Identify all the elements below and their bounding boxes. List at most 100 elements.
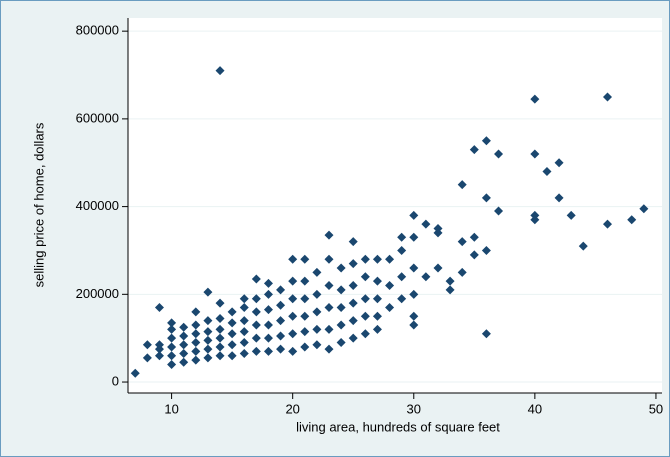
point [409, 232, 419, 242]
x-tick-label: 30 [407, 401, 421, 416]
point [227, 318, 237, 328]
point [385, 254, 395, 264]
x-tick-label: 20 [285, 401, 299, 416]
point [239, 327, 249, 337]
point [130, 368, 140, 378]
point [191, 307, 201, 317]
point [566, 210, 576, 220]
point [433, 224, 443, 234]
point [203, 344, 213, 354]
point [603, 92, 613, 102]
point [409, 320, 419, 330]
point [433, 263, 443, 273]
point [494, 149, 504, 159]
point [409, 311, 419, 321]
point [348, 259, 358, 269]
point [348, 316, 358, 326]
point [167, 318, 177, 328]
point [239, 349, 249, 359]
point [251, 346, 261, 356]
point [215, 333, 225, 343]
point [372, 324, 382, 334]
point [360, 311, 370, 321]
point [203, 316, 213, 326]
x-axis-title: living area, hundreds of square feet [296, 419, 500, 434]
point [215, 324, 225, 334]
point [154, 351, 164, 361]
x-tick-label: 10 [164, 401, 178, 416]
point [372, 311, 382, 321]
point [397, 245, 407, 255]
point [409, 263, 419, 273]
point [481, 329, 491, 339]
point [179, 357, 189, 367]
y-tick-label: 800000 [76, 23, 119, 38]
x-tick-label: 40 [528, 401, 542, 416]
point [215, 66, 225, 76]
point [336, 302, 346, 312]
point [300, 254, 310, 264]
point [179, 340, 189, 350]
point [312, 340, 322, 350]
point [203, 327, 213, 337]
point [469, 232, 479, 242]
point [288, 254, 298, 264]
point [578, 241, 588, 251]
point [312, 324, 322, 334]
point [627, 215, 637, 225]
point [227, 351, 237, 361]
point [276, 331, 286, 341]
point [397, 232, 407, 242]
point [469, 145, 479, 155]
point [288, 346, 298, 356]
point [263, 278, 273, 288]
point [142, 353, 152, 363]
y-tick-label: 600000 [76, 110, 119, 125]
point [227, 329, 237, 339]
point [312, 267, 322, 277]
point [360, 294, 370, 304]
point [288, 294, 298, 304]
point [263, 320, 273, 330]
point [300, 276, 310, 286]
point [276, 285, 286, 295]
point [445, 276, 455, 286]
point [360, 272, 370, 282]
point [263, 305, 273, 315]
point [324, 344, 334, 354]
point [312, 307, 322, 317]
point [239, 316, 249, 326]
point [251, 294, 261, 304]
point [603, 219, 613, 229]
point [167, 333, 177, 343]
point [481, 193, 491, 203]
point [324, 324, 334, 334]
point [263, 333, 273, 343]
point [167, 324, 177, 334]
point [191, 346, 201, 356]
point [457, 237, 467, 247]
point [530, 149, 540, 159]
point [191, 320, 201, 330]
point [457, 267, 467, 277]
point [360, 329, 370, 339]
point [215, 313, 225, 323]
point [203, 353, 213, 363]
point [421, 219, 431, 229]
point [251, 320, 261, 330]
point [530, 94, 540, 104]
point [409, 289, 419, 299]
point [167, 359, 177, 369]
point [445, 285, 455, 295]
y-axis-title: selling price of home, dollars [31, 122, 46, 287]
point [336, 338, 346, 348]
point [530, 210, 540, 220]
point [167, 342, 177, 352]
point [215, 298, 225, 308]
point [348, 298, 358, 308]
point [276, 344, 286, 354]
point [324, 254, 334, 264]
point [481, 245, 491, 255]
point [372, 294, 382, 304]
